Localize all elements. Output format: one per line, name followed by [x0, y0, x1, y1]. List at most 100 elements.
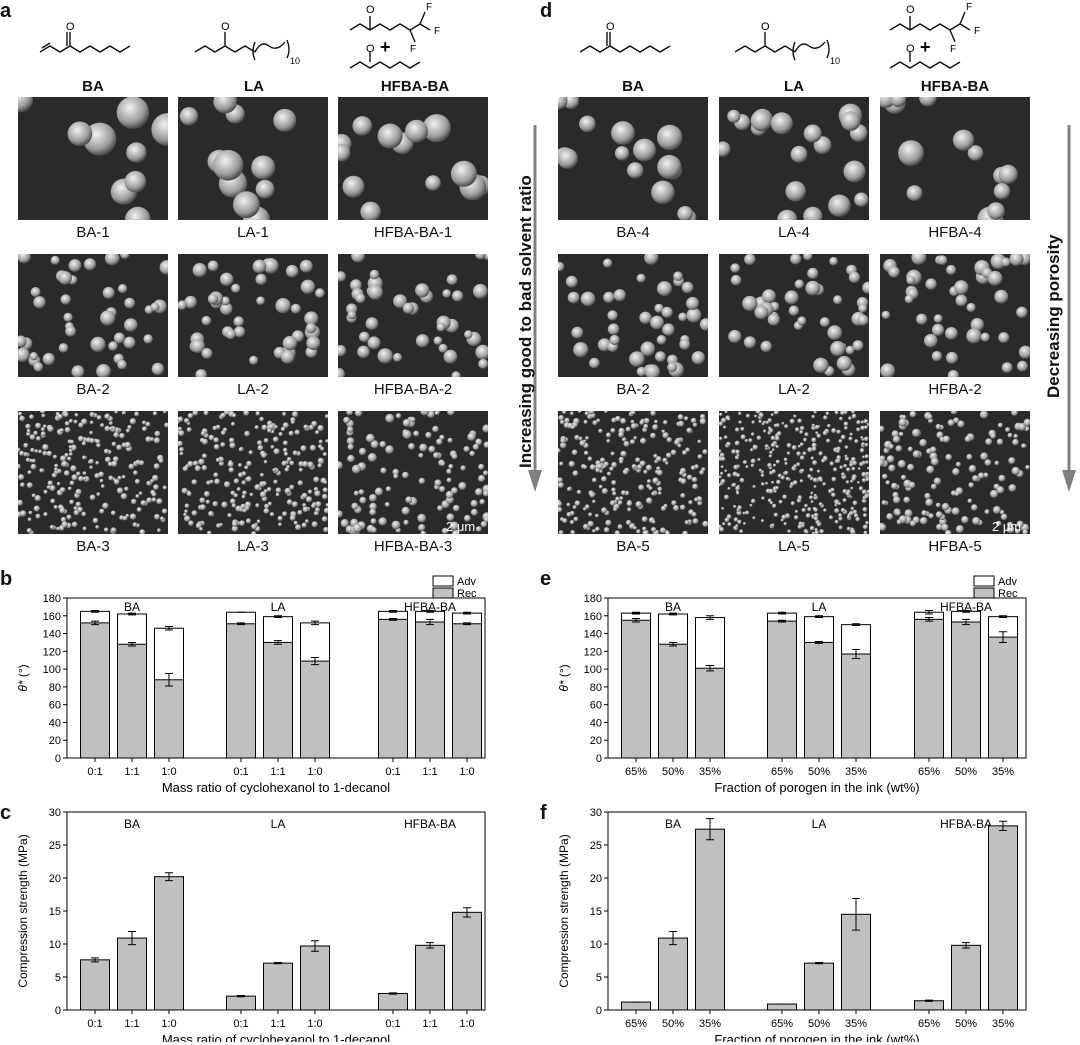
error-bar	[389, 992, 397, 995]
sem-image	[880, 411, 1030, 534]
error-bar	[669, 930, 677, 946]
sem-label: BA-5	[616, 538, 650, 555]
x-tick-label: 65%	[771, 766, 793, 778]
error-bar	[962, 618, 970, 626]
sem-label: LA-2	[237, 381, 269, 398]
y-axis-label: Compression strength (MPa)	[557, 834, 571, 987]
y-tick-label: 160	[43, 611, 61, 623]
svg-text:O: O	[66, 21, 75, 33]
svg-text:+: +	[380, 37, 391, 57]
sem-image	[558, 97, 708, 220]
chart-c-compression: 0 5 10 15 20 25 30 Compression strength (MPa) Ma…	[16, 807, 486, 1042]
error-bar	[815, 641, 823, 644]
error-bar	[706, 818, 714, 841]
sem-image	[338, 254, 488, 377]
bar	[914, 1000, 944, 1011]
x-tick-label: 35%	[699, 1018, 721, 1030]
y-tick-label: 40	[49, 717, 61, 729]
error-bar	[925, 609, 933, 615]
x-tick-label: 0:1	[87, 1018, 102, 1030]
y-tick-label: 140	[43, 629, 61, 641]
bar	[658, 937, 688, 1011]
bar	[378, 993, 408, 1011]
error-bar	[632, 617, 640, 623]
sem-label: HFBA-2	[928, 381, 982, 398]
sem-label: HFBA-BA-2	[373, 381, 453, 398]
x-tick-label: 65%	[625, 766, 647, 778]
x-tick-label: 35%	[992, 766, 1014, 778]
y-tick-label: 140	[584, 629, 602, 641]
y-tick-label: 160	[584, 611, 602, 623]
sem-image	[558, 411, 708, 534]
y-tick-label: 5	[55, 972, 61, 984]
y-tick-label: 120	[584, 646, 602, 658]
x-tick-label: 1:1	[124, 1018, 139, 1030]
arrow-label-right: Decreasing porosity	[1044, 234, 1063, 398]
legend-label-adv: Adv	[998, 576, 1017, 588]
structure-la	[194, 32, 290, 61]
bar	[804, 962, 834, 1011]
x-tick-label: 1:0	[161, 766, 176, 778]
x-tick-label: 50%	[662, 766, 684, 778]
sem-label: HFBA-4	[928, 224, 982, 241]
sem-label: BA-3	[76, 538, 110, 555]
x-tick-label: 50%	[662, 1018, 684, 1030]
sem-image	[558, 254, 708, 377]
bar-rec	[914, 618, 944, 759]
error-bar	[91, 620, 99, 626]
x-tick-label: 50%	[808, 1018, 830, 1030]
sem-label: BA-2	[76, 381, 110, 398]
error-bar	[426, 618, 434, 626]
panel-letter-a: a	[0, 0, 12, 22]
chart-f-compression: 0 5 10 15 20 25 30 Compression strength (MPa) Fr…	[557, 807, 1027, 1042]
x-tick-label: 65%	[625, 1018, 647, 1030]
group-label: BA	[665, 817, 681, 831]
error-bar	[669, 612, 677, 616]
sem-label: LA-1	[237, 224, 269, 241]
error-bar	[91, 957, 99, 963]
sem-image	[338, 97, 488, 220]
sem-label: LA-2	[778, 381, 810, 398]
panel-letter-c: c	[0, 802, 12, 824]
bar	[415, 944, 445, 1011]
group-label: BA	[124, 600, 140, 614]
group-label: HFBA-BA	[940, 817, 992, 831]
sem-image	[178, 254, 328, 377]
error-bar	[165, 673, 173, 687]
sem-label: LA-3	[237, 538, 269, 555]
sem-image	[338, 411, 488, 534]
group-label: BA	[665, 600, 681, 614]
svg-text:O: O	[906, 4, 915, 16]
y-tick-label: 10	[590, 939, 602, 951]
x-tick-label: 35%	[992, 1018, 1014, 1030]
error-bar	[999, 631, 1007, 643]
svg-text:O: O	[906, 43, 915, 55]
x-tick-label: 50%	[955, 1018, 977, 1030]
error-bar	[274, 615, 282, 619]
group-label: LA	[271, 600, 286, 614]
error-bar	[389, 609, 397, 613]
bar	[263, 962, 293, 1011]
y-tick-label: 60	[590, 700, 602, 712]
svg-text:+: +	[920, 37, 931, 57]
sem-image	[178, 97, 328, 220]
group-label: HFBA-BA	[404, 600, 456, 614]
bar-rec	[378, 618, 408, 759]
bar	[767, 1003, 797, 1011]
bar-rec	[804, 641, 834, 759]
bar-rec	[452, 623, 482, 759]
sem-image	[719, 97, 869, 220]
panel-letter-b: b	[0, 568, 13, 590]
svg-text:10: 10	[830, 56, 840, 66]
bar-rec	[226, 623, 256, 759]
error-bar	[274, 961, 282, 965]
error-bar	[962, 942, 970, 949]
bar-rec	[841, 653, 871, 759]
error-bar	[426, 609, 434, 613]
y-tick-label: 25	[49, 840, 61, 852]
x-tick-label: 1:0	[459, 1018, 474, 1030]
y-tick-label: 100	[43, 664, 61, 676]
y-tick-label: 20	[590, 735, 602, 747]
error-bar	[815, 961, 823, 965]
error-bar	[925, 999, 933, 1002]
